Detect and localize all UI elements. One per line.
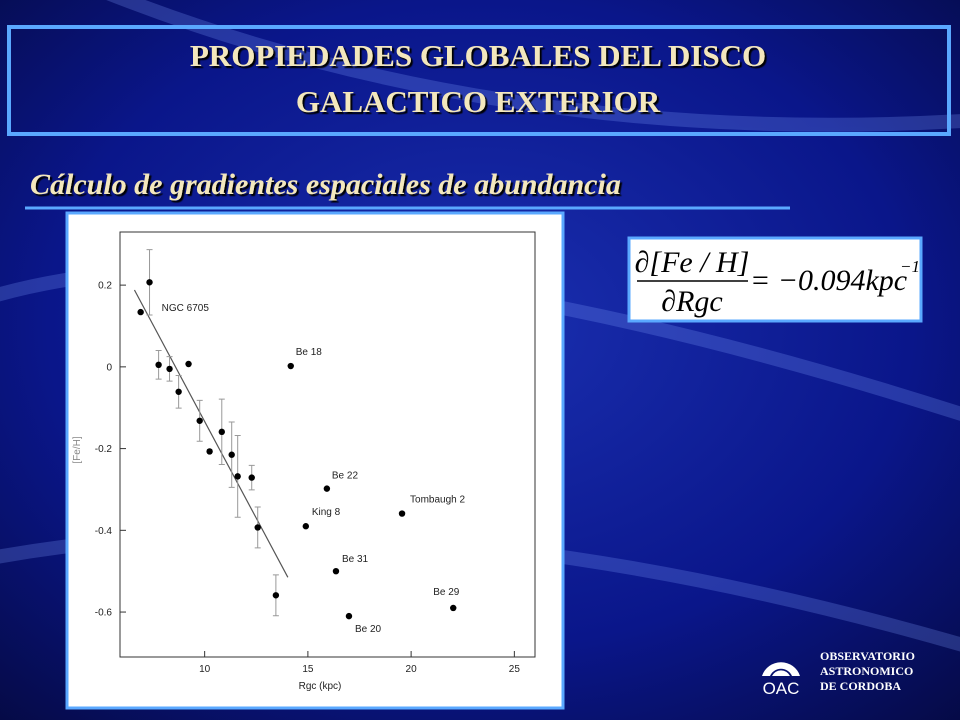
- y-tick-label: 0: [106, 362, 112, 373]
- logo-dome: [772, 670, 790, 676]
- point-label: Be 22: [332, 471, 359, 482]
- data-point: [196, 417, 203, 424]
- data-point: [166, 365, 173, 373]
- title-line: GALACTICO EXTERIOR: [296, 84, 661, 119]
- title-box: [7, 25, 951, 136]
- data-point: [206, 448, 213, 455]
- formula-numerator: ∂[Fe / H]: [635, 246, 750, 279]
- data-point: [323, 485, 331, 492]
- logo-text: DE CORDOBA: [820, 679, 901, 693]
- point-label: NGC 6705: [162, 303, 210, 314]
- data-point: [218, 428, 225, 436]
- data-point: [137, 308, 144, 316]
- x-axis-label: Rgc (kpc): [299, 681, 342, 692]
- data-point: [272, 592, 280, 599]
- y-tick-label: -0.6: [95, 608, 113, 619]
- logo-text: ASTRONOMICO: [820, 664, 913, 678]
- logo-mark: OAC: [763, 679, 800, 698]
- data-point: [175, 388, 182, 395]
- plot: 0.2 0 -0.2 -0.4 -0.6 10 15 20 25 Rgc (kpc) [Fe/H] N…: [72, 249, 521, 692]
- data-point: [302, 523, 310, 530]
- y-tick-label: 0.2: [98, 281, 112, 292]
- x-tick-label: 25: [509, 664, 521, 675]
- x-tick-label: 15: [302, 664, 314, 675]
- y-tick-label: -0.2: [95, 444, 113, 455]
- formula-box: [627, 236, 923, 323]
- formula-exponent: −1: [900, 257, 920, 276]
- title-line: PROPIEDADES GLOBALES DEL DISCO: [190, 38, 766, 73]
- data-point: [254, 524, 261, 531]
- data-point: [450, 604, 457, 612]
- data-point: [185, 360, 192, 368]
- data-point: [332, 567, 340, 575]
- x-tick-label: 20: [406, 664, 418, 675]
- data-point: [398, 510, 406, 517]
- x-tick-label: 10: [199, 664, 211, 675]
- point-label: King 8: [312, 507, 341, 518]
- data-point: [234, 473, 241, 480]
- formula-denominator: ∂Rgc: [661, 285, 722, 318]
- data-point: [345, 612, 353, 620]
- data-point: [146, 279, 153, 286]
- point-label: Be 31: [342, 554, 369, 565]
- y-tick-label: -0.4: [95, 526, 113, 537]
- logo: OAC OBSERVATORIO ASTRONOMICO DE CORDOBA: [762, 649, 915, 698]
- data-point: [155, 361, 162, 369]
- plot-area: [119, 231, 536, 658]
- data-point: [248, 474, 255, 481]
- logo-dome: [762, 662, 800, 676]
- logo-text: OBSERVATORIO: [820, 649, 915, 663]
- point-label: Be 20: [355, 624, 382, 635]
- subtitle: Cálculo de gradientes espaciales de abun…: [30, 168, 621, 201]
- point-label: Be 29: [433, 587, 460, 598]
- data-point: [228, 451, 235, 458]
- data-point: [287, 362, 294, 370]
- point-label: Tombaugh 2: [410, 495, 465, 506]
- formula-rhs: = −0.094kpc: [750, 264, 907, 297]
- formula: ∂[Fe / H] ∂Rgc = −0.094kpc −1: [635, 246, 920, 318]
- fit-line: [133, 289, 289, 578]
- y-axis-label: [Fe/H]: [72, 436, 83, 463]
- chart-frame: [65, 211, 565, 710]
- point-label: Be 18: [296, 347, 323, 358]
